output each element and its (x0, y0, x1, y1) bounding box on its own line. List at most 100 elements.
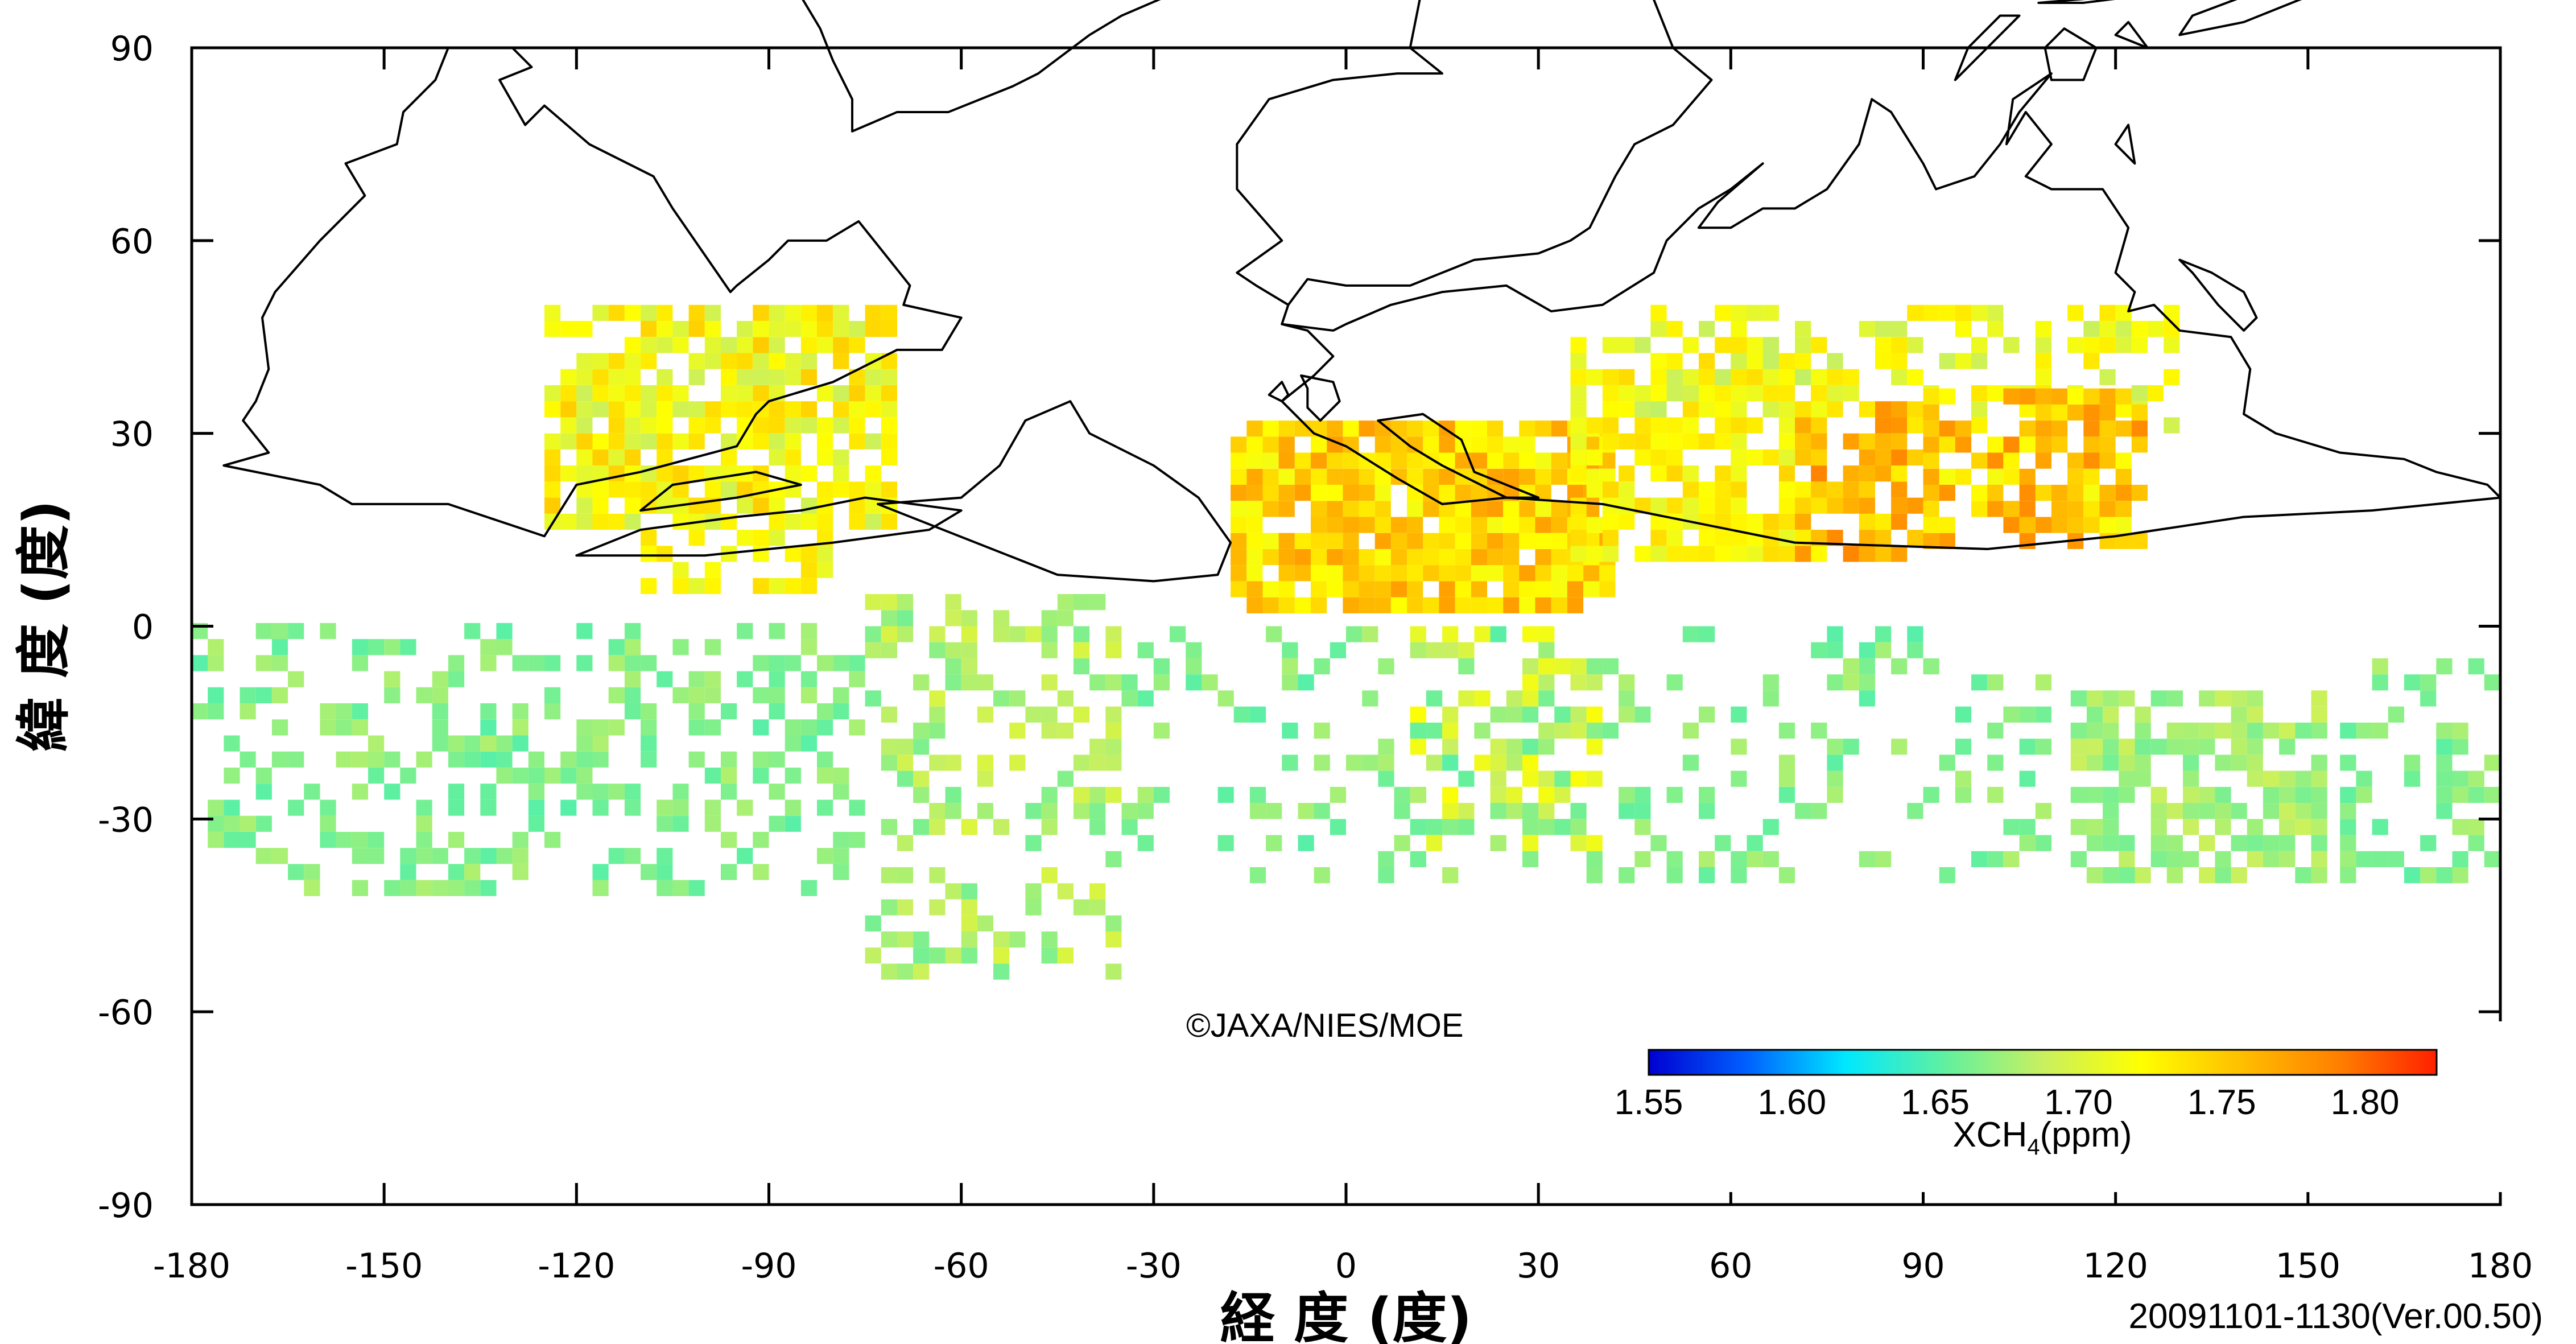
data-cell (2103, 819, 2119, 835)
data-cell (1682, 369, 1699, 385)
data-cell (641, 735, 657, 752)
data-cell (1551, 565, 1567, 582)
data-cell (448, 784, 465, 800)
data-cell (785, 719, 801, 736)
data-cell (2356, 722, 2372, 739)
data-cell (1811, 369, 1827, 385)
data-cell (833, 353, 849, 369)
data-cell (817, 848, 833, 864)
data-cell (624, 353, 641, 369)
data-cell (721, 481, 737, 498)
data-cell (592, 369, 609, 385)
data-cell (2019, 517, 2036, 533)
data-cell (1439, 565, 1455, 582)
data-cell (1522, 803, 1539, 819)
data-cell (1778, 867, 1795, 884)
data-cell (1506, 706, 1522, 723)
data-cell (1538, 722, 1555, 739)
data-cell (1105, 851, 1122, 867)
data-cell (2019, 819, 2036, 835)
data-cell (496, 848, 513, 864)
data-cell (1231, 533, 1247, 549)
data-cell (2247, 835, 2263, 851)
data-cell (1699, 867, 1715, 884)
data-cell (1811, 417, 1827, 434)
data-cell (1891, 369, 1908, 385)
data-cell (560, 751, 577, 768)
data-cell (977, 770, 993, 787)
data-cell (2183, 786, 2199, 803)
data-cell (2199, 739, 2215, 755)
data-cell (560, 513, 577, 530)
data-cell (1650, 497, 1667, 514)
data-cell (704, 304, 721, 321)
data-cell (1602, 385, 1619, 402)
data-cell (208, 687, 224, 703)
data-cell (1762, 690, 1779, 707)
data-cell (1907, 304, 1923, 321)
data-cell (2086, 690, 2103, 707)
data-cell (255, 687, 272, 703)
data-cell (368, 848, 385, 864)
data-cell (769, 687, 785, 703)
data-cell (1359, 420, 1375, 437)
data-cell (1955, 468, 1972, 485)
data-cell (448, 671, 465, 687)
data-cell (1891, 739, 1908, 755)
data-cell (2215, 803, 2231, 819)
data-cell (1762, 369, 1779, 385)
data-cell (1294, 468, 1311, 485)
data-cell (1699, 369, 1715, 385)
data-cell (1407, 597, 1423, 613)
data-cell (1731, 481, 1747, 498)
data-cell (624, 304, 641, 321)
data-cell (2183, 755, 2199, 771)
data-cell (833, 831, 849, 848)
data-cell (913, 963, 930, 980)
data-cell (1359, 468, 1375, 485)
data-cell (2166, 739, 2183, 755)
data-cell (1795, 481, 1811, 498)
data-cell (1455, 420, 1471, 437)
data-cell (1570, 385, 1587, 402)
data-cell (1282, 674, 1298, 691)
data-cell (1410, 626, 1426, 642)
data-cell (1570, 417, 1587, 434)
data-cell (1875, 449, 1892, 466)
data-cell (1619, 513, 1635, 530)
data-cell (1442, 706, 1459, 723)
coast-japan (2179, 260, 2256, 331)
data-cell (2215, 867, 2231, 884)
data-cell (1827, 369, 1843, 385)
data-cell (1859, 530, 1875, 546)
data-cell (993, 947, 1010, 964)
data-cell (1699, 353, 1715, 369)
data-cell (1311, 597, 1327, 613)
data-cell (2263, 786, 2280, 803)
data-cell (1390, 581, 1407, 597)
data-cell (1554, 786, 1571, 803)
data-cell (641, 304, 657, 321)
data-cell (1762, 674, 1779, 691)
data-cell (1439, 436, 1455, 453)
data-cell (1089, 594, 1106, 611)
data-cell (192, 703, 208, 720)
data-cell (1041, 931, 1058, 948)
data-cell (2279, 770, 2296, 787)
data-cell (2019, 485, 2036, 501)
data-cell (1843, 546, 1859, 562)
data-cell (1778, 385, 1795, 402)
data-cell (1602, 658, 1619, 675)
data-cell (1731, 851, 1747, 867)
data-cell (1875, 417, 1892, 434)
data-cell (688, 719, 705, 736)
data-cell (1487, 420, 1504, 437)
data-cell (929, 642, 946, 658)
data-cell (1089, 755, 1106, 771)
data-cell (1410, 739, 1426, 755)
data-cell (1522, 626, 1539, 642)
data-cell (817, 799, 833, 816)
data-cell (1327, 533, 1343, 549)
data-cell (1666, 321, 1683, 337)
data-cell (2067, 452, 2084, 469)
